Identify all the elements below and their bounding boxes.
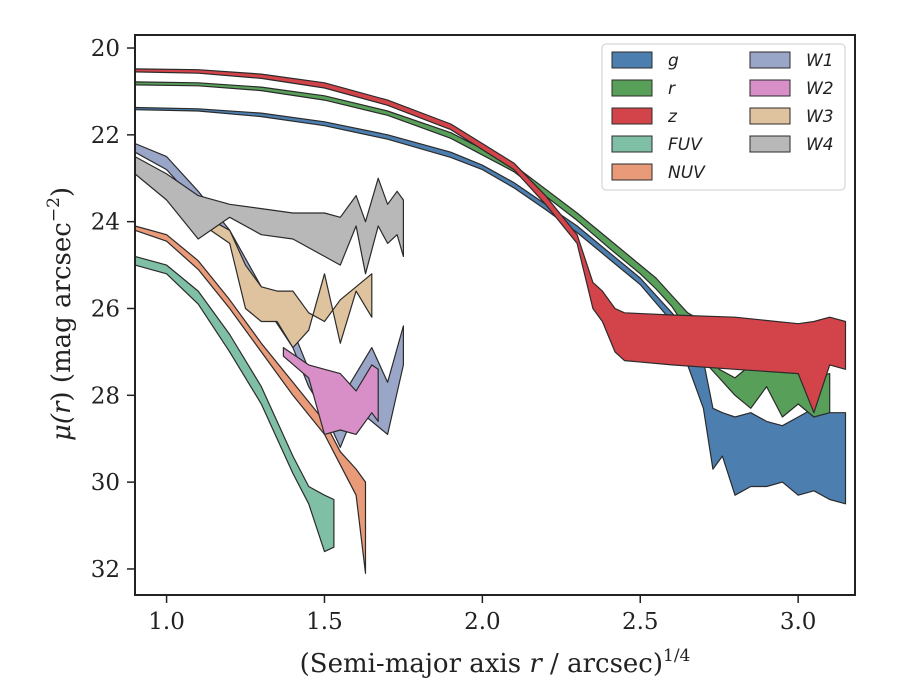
- band-w2: [282, 347, 379, 435]
- legend-swatch-w1: [749, 51, 791, 69]
- y-tick-label: 32: [91, 557, 120, 583]
- legend-label-w1: W1: [806, 51, 834, 71]
- legend-label-w3: W3: [806, 107, 834, 127]
- band-z: [134, 68, 847, 414]
- y-tick-label: 24: [91, 210, 120, 236]
- ticks-layer: 1.0 1.5 2.0 2.5 3.0 20 22 24 26 28 30 32: [91, 36, 817, 635]
- y-tick-label: 30: [91, 470, 120, 496]
- band-fuv: [134, 255, 335, 553]
- y-axis-label-sup: −2: [44, 197, 64, 222]
- legend-swatch-w2: [749, 79, 791, 97]
- legend-swatch-nuv: [611, 163, 653, 181]
- y-axis-label-var: r: [47, 400, 77, 414]
- x-tick-label: 3.0: [780, 609, 817, 635]
- legend-label-z: z: [667, 107, 678, 127]
- y-tick-label: 26: [91, 296, 120, 322]
- plot-frame: [134, 34, 856, 596]
- legend-label-r: r: [668, 79, 676, 99]
- legend-label-fuv: FUV: [668, 135, 703, 155]
- x-tick-label: 1.0: [148, 609, 185, 635]
- legend-swatch-r: [611, 79, 653, 97]
- y-axis-label-rest: ) (mag arcsec: [47, 222, 77, 401]
- y-axis-label-main: μ(: [47, 413, 77, 441]
- x-tick-label: 2.0: [464, 609, 501, 635]
- x-axis-label-sup: 1/4: [663, 646, 690, 666]
- legend-swatch-w4: [749, 135, 791, 153]
- x-axis-label-var: r: [529, 649, 543, 679]
- legend-label-w4: W4: [806, 135, 834, 155]
- legend-label-g: g: [668, 51, 679, 71]
- legend: grz FUV NUV W1 W2 W3 W4: [601, 43, 846, 191]
- legend-swatch-g: [611, 51, 653, 69]
- x-tick-label: 1.5: [306, 609, 343, 635]
- band-nuv: [134, 225, 367, 574]
- legend-swatch-fuv: [611, 135, 653, 153]
- x-axis-label: (Semi-major axis r / arcsec)1/4: [300, 646, 691, 679]
- legend-label-nuv: NUV: [668, 163, 706, 183]
- legend-swatch-z: [611, 107, 653, 125]
- legend-swatch-w3: [749, 107, 791, 125]
- y-tick-label: 22: [91, 123, 120, 149]
- legend-label-w2: W2: [806, 79, 834, 99]
- y-tick-label: 28: [91, 383, 120, 409]
- x-axis-label-main: (Semi-major axis: [300, 649, 530, 679]
- y-axis-label-close: ): [47, 187, 77, 197]
- x-axis-label-rest: / arcsec): [542, 649, 663, 679]
- band-w3: [166, 177, 373, 349]
- x-tick-label: 2.5: [622, 609, 659, 635]
- bands-layer: [134, 68, 847, 574]
- y-tick-label: 20: [91, 36, 120, 62]
- y-axis-label: μ(r) (mag arcsec−2): [44, 187, 77, 441]
- band-w4: [134, 156, 404, 275]
